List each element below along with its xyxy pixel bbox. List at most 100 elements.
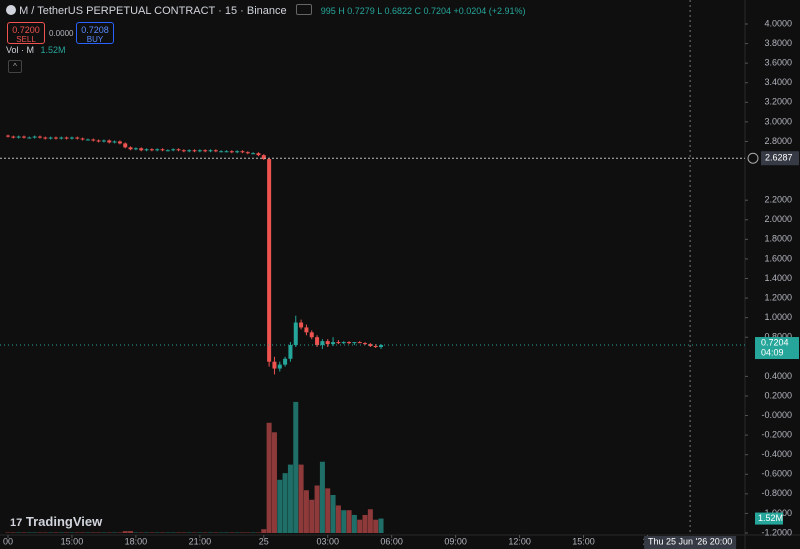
y-tick-label: -0.2000 xyxy=(761,429,792,439)
candle-body xyxy=(11,136,16,138)
y-tick-label: 1.6000 xyxy=(764,253,792,263)
volume-bar xyxy=(319,461,325,533)
y-tick-label: 1.0000 xyxy=(764,312,792,322)
candle-body xyxy=(352,342,357,344)
y-tick-label: 1.2000 xyxy=(764,292,792,302)
volume-bar xyxy=(287,464,293,533)
x-tick-label: 21:00 xyxy=(189,536,212,546)
crosshair-price-box xyxy=(761,151,799,166)
candle-body xyxy=(299,322,304,328)
volume-bar xyxy=(367,509,373,533)
volume-bar xyxy=(330,495,336,533)
candle-body xyxy=(245,152,250,154)
candle-body xyxy=(267,159,272,362)
volume-bar xyxy=(362,514,368,533)
candle-body xyxy=(160,149,165,151)
x-tick-label: 25 xyxy=(259,536,269,546)
candle-body xyxy=(155,149,160,151)
x-tick-label: 12:00 xyxy=(508,536,531,546)
volume-bar xyxy=(378,518,384,533)
y-tick-label: 1.8000 xyxy=(764,234,792,244)
candle-body xyxy=(304,327,309,333)
candle-body xyxy=(149,149,154,151)
candle-body xyxy=(288,345,293,359)
y-tick-label: 0.2000 xyxy=(764,390,792,400)
brand-name: TradingView xyxy=(25,514,103,529)
candle-body xyxy=(64,137,69,139)
candle-body xyxy=(96,140,101,142)
volume-bar xyxy=(373,519,379,533)
candle-body xyxy=(208,150,213,152)
y-tick-label: -0.8000 xyxy=(761,488,792,498)
y-tick-label: -0.4000 xyxy=(761,449,792,459)
volume-bar xyxy=(303,490,309,533)
y-tick-label: 3.8000 xyxy=(764,38,792,48)
volume-header: Vol · M 1.52M xyxy=(6,45,66,55)
volume-bar xyxy=(261,529,267,533)
volume-bar xyxy=(314,485,320,533)
candle-body xyxy=(331,342,336,345)
candle-body xyxy=(21,136,26,138)
y-tick-label: 2.2000 xyxy=(764,195,792,205)
y-tick-label: 0.4000 xyxy=(764,371,792,381)
buy-button[interactable]: 0.7208 BUY xyxy=(76,22,114,44)
crosshair-price-label: 2.6287 xyxy=(765,153,793,163)
candle-body xyxy=(315,337,320,346)
volume-bar xyxy=(298,464,304,533)
sell-button[interactable]: 0.7200 SELL xyxy=(7,22,45,44)
candle-body xyxy=(133,148,138,150)
candle-body xyxy=(16,136,21,138)
volume-label-box xyxy=(755,512,783,525)
candle-body xyxy=(69,137,74,139)
last-price-box xyxy=(755,337,799,360)
x-tick-label: 09:00 xyxy=(444,536,467,546)
x-tick-label: 15:00 xyxy=(61,536,84,546)
candle-body xyxy=(363,343,368,345)
candle-body xyxy=(117,141,122,144)
candle-body xyxy=(256,153,261,156)
y-tick-label: -0.6000 xyxy=(761,469,792,479)
y-tick-label: 2.8000 xyxy=(764,136,792,146)
crosshair-time-box xyxy=(644,536,737,549)
candle-body xyxy=(213,150,218,152)
candle-body xyxy=(37,136,42,138)
candle-body xyxy=(277,364,282,369)
candle-body xyxy=(309,332,314,338)
y-tick-label: 2.0000 xyxy=(764,214,792,224)
candle-body xyxy=(187,150,192,152)
candle-body xyxy=(197,150,202,152)
candle-body xyxy=(91,139,96,141)
spread: 0.0000 xyxy=(49,29,74,38)
y-tick-label: 3.4000 xyxy=(764,77,792,87)
volume-bar xyxy=(346,510,352,533)
candle-body xyxy=(224,151,229,153)
symbol-header: M / TetherUS PERPETUAL CONTRACT · 15 · B… xyxy=(6,4,526,17)
x-tick-label: 18:00 xyxy=(125,536,148,546)
candle-body xyxy=(85,139,90,141)
candle-body xyxy=(347,342,352,344)
candle-body xyxy=(139,148,144,151)
y-tick-label: 1.4000 xyxy=(764,273,792,283)
candle-body xyxy=(373,346,378,348)
chart-title: M / TetherUS PERPETUAL CONTRACT · 15 · B… xyxy=(19,5,287,17)
ohlc-values: 995 H 0.7279 L 0.6822 C 0.7204 +0.0204 (… xyxy=(320,6,526,16)
candle-body xyxy=(368,344,373,347)
volume-title: Vol · M xyxy=(6,45,35,55)
candle-body xyxy=(5,135,10,137)
candle-body xyxy=(27,137,32,139)
candle-body xyxy=(48,137,53,139)
x-tick-label: 00 xyxy=(3,536,13,546)
sell-label: SELL xyxy=(16,35,36,44)
volume-bar xyxy=(351,514,357,533)
brand-logo: 17 TradingView xyxy=(10,514,103,529)
volume-bar xyxy=(282,473,288,533)
collapse-button[interactable]: ^ xyxy=(8,60,22,73)
candle-body xyxy=(379,345,384,348)
x-tick-label: 06:00 xyxy=(380,536,403,546)
x-tick-label: 03:00 xyxy=(316,536,339,546)
buy-price: 0.7208 xyxy=(81,25,109,35)
buy-label: BUY xyxy=(86,35,104,44)
candle-body xyxy=(144,149,149,151)
y-tick-label: 3.2000 xyxy=(764,97,792,107)
